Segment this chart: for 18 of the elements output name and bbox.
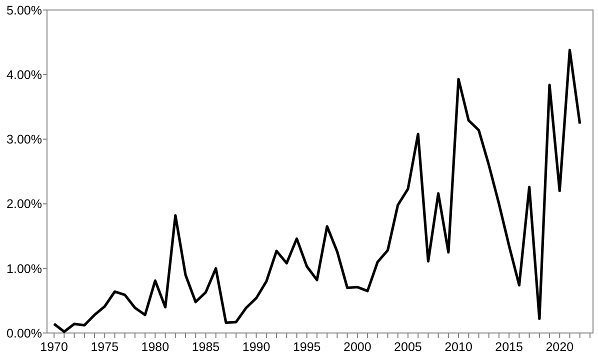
- x-tick-label: 2020: [546, 340, 574, 354]
- x-tick-label: 1980: [141, 340, 170, 354]
- y-tick-label: 3.00%: [6, 132, 42, 147]
- y-tick-label: 2.00%: [6, 197, 42, 212]
- x-tick-label: 2005: [394, 340, 422, 354]
- x-tick-label: 1995: [292, 340, 321, 354]
- x-tick-label: 1985: [192, 340, 220, 354]
- y-tick-label: 1.00%: [6, 262, 42, 276]
- x-tick-label: 2010: [444, 340, 472, 354]
- x-tick-label: 1990: [242, 340, 270, 354]
- line-series: [52, 48, 582, 334]
- y-tick-label: 4.00%: [6, 68, 42, 82]
- y-tick-label: 5.00%: [6, 3, 42, 18]
- y-tick-label: 0.00%: [6, 326, 42, 340]
- x-tick-label: 1975: [90, 340, 119, 354]
- x-tick-label: 1970: [40, 340, 68, 354]
- x-tick-label: 2000: [344, 340, 372, 354]
- x-tick-label: 2015: [495, 340, 524, 354]
